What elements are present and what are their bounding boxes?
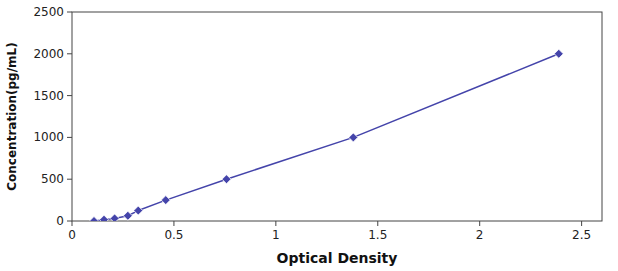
- y-tick-label: 2500: [33, 5, 64, 19]
- x-tick-label: 2: [476, 228, 484, 242]
- point: [222, 175, 231, 184]
- y-tick: [67, 12, 72, 13]
- x-tick: [275, 221, 276, 226]
- chart-container: 0 0.5 1 1.5 2 2.5 0 500 1000 1500 2000 2500 Optical …: [0, 0, 618, 271]
- y-tick-label: 0: [56, 214, 64, 228]
- plot-frame: [72, 12, 602, 221]
- x-tick: [173, 221, 174, 226]
- y-tick: [67, 137, 72, 138]
- x-tick-label: 0.5: [164, 228, 183, 242]
- x-tick: [377, 221, 378, 226]
- x-tick-label: 1: [272, 228, 280, 242]
- point: [349, 133, 358, 142]
- y-axis-label: Concentration(pg/mL): [5, 42, 19, 190]
- x-tick: [581, 221, 582, 226]
- y-tick-label: 2000: [33, 47, 64, 61]
- y-tick: [67, 95, 72, 96]
- x-tick-label: 1.5: [368, 228, 387, 242]
- chart-svg: 0 0.5 1 1.5 2 2.5 0 500 1000 1500 2000 2500 Optical …: [0, 0, 618, 271]
- x-axis-label: Optical Density: [277, 250, 398, 266]
- x-tick-label: 0: [68, 228, 76, 242]
- y-tick-label: 500: [41, 172, 64, 186]
- point: [110, 214, 119, 221]
- data-layer: [90, 49, 564, 221]
- axes: 0 0.5 1 1.5 2 2.5 0 500 1000 1500 2000 2500: [33, 5, 591, 242]
- y-tick-label: 1500: [33, 89, 64, 103]
- point: [100, 215, 109, 221]
- x-tick-label: 2.5: [572, 228, 591, 242]
- y-tick: [67, 179, 72, 180]
- y-tick-label: 1000: [33, 130, 64, 144]
- line: [94, 54, 559, 221]
- point: [134, 206, 143, 215]
- point: [554, 49, 563, 58]
- x-tick: [479, 221, 480, 226]
- x-tick: [72, 221, 73, 226]
- point: [161, 196, 170, 205]
- y-tick: [67, 53, 72, 54]
- y-tick: [67, 221, 72, 222]
- point: [90, 217, 99, 222]
- point: [123, 211, 132, 220]
